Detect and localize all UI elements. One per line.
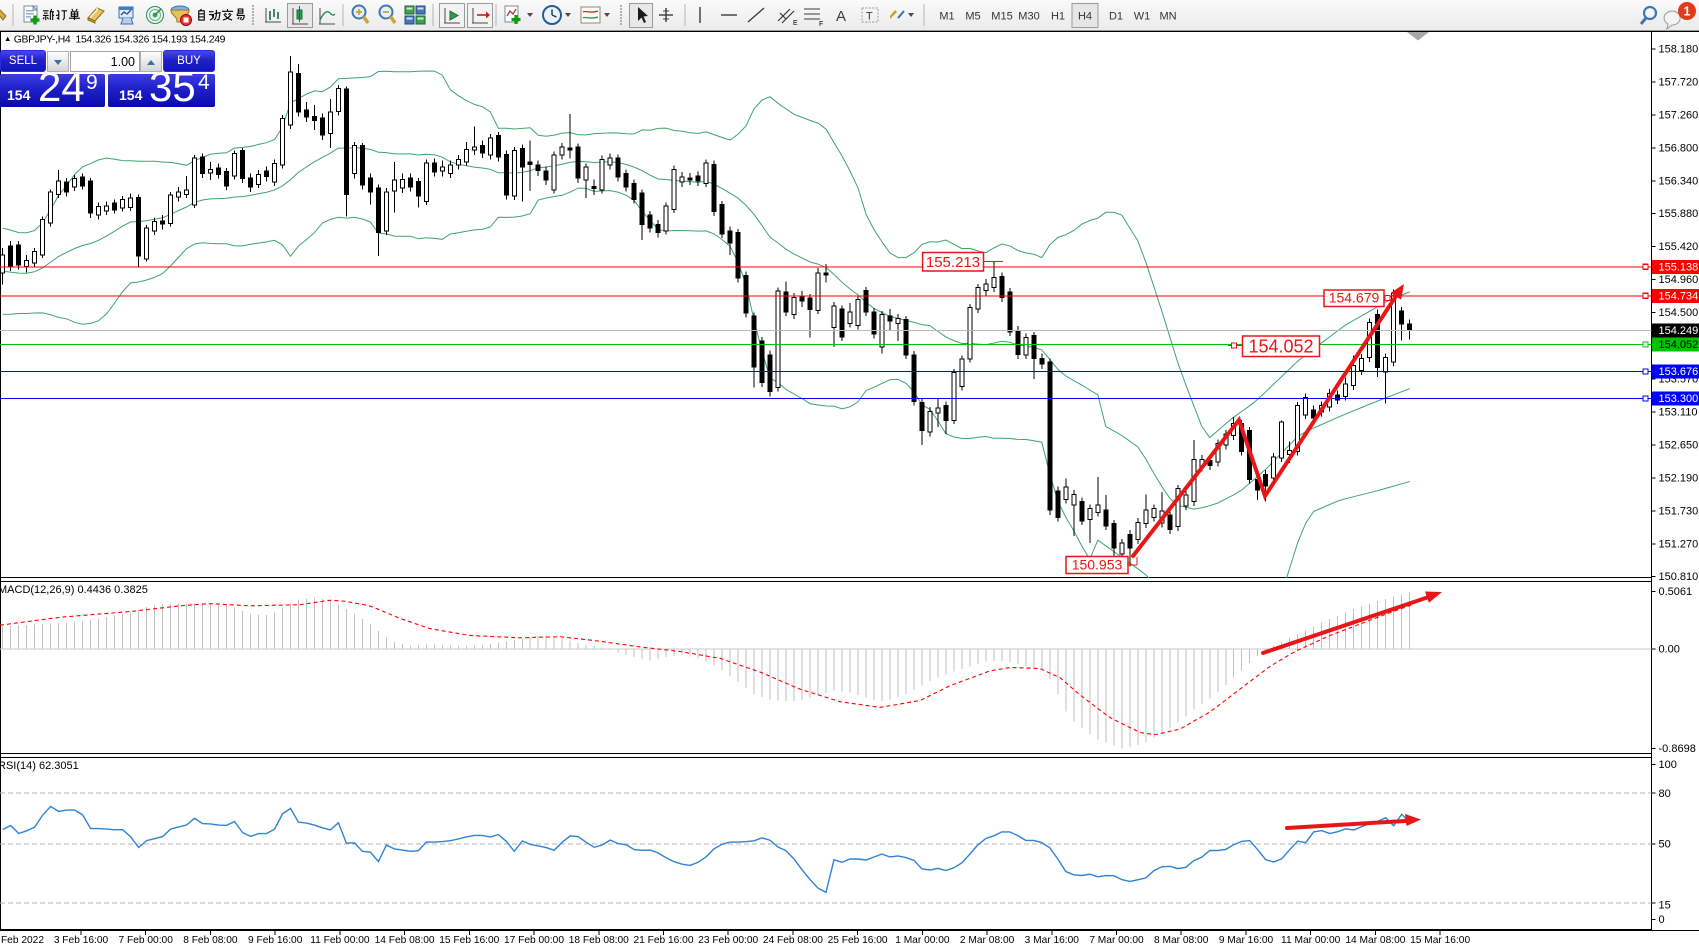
- svg-text:M5: M5: [965, 11, 980, 23]
- svg-text:15 Mar 16:00: 15 Mar 16:00: [1410, 935, 1470, 946]
- svg-text:RSI(14) 62.3051: RSI(14) 62.3051: [0, 760, 79, 772]
- svg-text:1: 1: [1684, 5, 1691, 19]
- svg-text:155.213: 155.213: [926, 254, 980, 271]
- svg-text:9 Mar 16:00: 9 Mar 16:00: [1219, 935, 1274, 946]
- svg-text:156.800: 156.800: [1659, 142, 1699, 154]
- svg-text:153.110: 153.110: [1659, 407, 1698, 419]
- svg-text:154.679: 154.679: [1329, 290, 1380, 306]
- svg-text:9 Feb 16:00: 9 Feb 16:00: [248, 935, 303, 946]
- svg-text:154.500: 154.500: [1659, 307, 1699, 319]
- svg-text:H4: H4: [1078, 11, 1092, 23]
- svg-text:M15: M15: [991, 11, 1012, 23]
- svg-text:-0.8698: -0.8698: [1659, 743, 1696, 755]
- svg-text:15: 15: [1659, 900, 1671, 912]
- svg-text:24 Feb 08:00: 24 Feb 08:00: [763, 935, 823, 946]
- svg-text:D1: D1: [1109, 11, 1123, 23]
- svg-text:1 Feb 2022: 1 Feb 2022: [0, 935, 44, 946]
- svg-text:E: E: [793, 20, 798, 27]
- svg-text:23 Feb 00:00: 23 Feb 00:00: [698, 935, 758, 946]
- svg-text:3 Feb 16:00: 3 Feb 16:00: [54, 935, 109, 946]
- svg-text:158.180: 158.180: [1659, 44, 1699, 56]
- svg-text:T: T: [866, 11, 873, 23]
- svg-text:8 Mar 08:00: 8 Mar 08:00: [1154, 935, 1209, 946]
- svg-text:3 Mar 16:00: 3 Mar 16:00: [1025, 935, 1080, 946]
- svg-text:0: 0: [1659, 914, 1665, 926]
- svg-text:157.260: 157.260: [1659, 109, 1699, 121]
- svg-text:2 Mar 08:00: 2 Mar 08:00: [960, 935, 1015, 946]
- svg-text:154.249: 154.249: [1659, 325, 1699, 337]
- svg-text:152.190: 152.190: [1659, 472, 1699, 484]
- svg-text:14 Feb 08:00: 14 Feb 08:00: [375, 935, 435, 946]
- svg-text:21 Feb 16:00: 21 Feb 16:00: [633, 935, 693, 946]
- svg-text:153.300: 153.300: [1659, 393, 1699, 405]
- svg-text:150.953: 150.953: [1072, 557, 1123, 573]
- svg-text:M1: M1: [939, 11, 954, 23]
- svg-text:H1: H1: [1051, 11, 1065, 23]
- svg-text:0.00: 0.00: [1659, 644, 1680, 656]
- svg-text:155.138: 155.138: [1659, 261, 1699, 273]
- svg-text:8 Feb 08:00: 8 Feb 08:00: [183, 935, 238, 946]
- svg-text:154.052: 154.052: [1659, 339, 1699, 351]
- svg-text:14 Mar 08:00: 14 Mar 08:00: [1345, 935, 1405, 946]
- svg-text:154.960: 154.960: [1659, 274, 1699, 286]
- svg-text:157.720: 157.720: [1659, 77, 1699, 89]
- svg-text:15 Feb 16:00: 15 Feb 16:00: [439, 935, 499, 946]
- svg-text:MN: MN: [1159, 11, 1176, 23]
- svg-text:11 Feb 00:00: 11 Feb 00:00: [310, 935, 370, 946]
- svg-text:0.5061: 0.5061: [1659, 586, 1693, 598]
- svg-text:150.810: 150.810: [1659, 571, 1699, 583]
- svg-text:A: A: [836, 8, 846, 25]
- svg-text:7 Mar 00:00: 7 Mar 00:00: [1089, 935, 1144, 946]
- svg-text:11 Mar 00:00: 11 Mar 00:00: [1281, 935, 1341, 946]
- svg-text:50: 50: [1659, 838, 1671, 850]
- svg-text:W1: W1: [1134, 11, 1151, 23]
- svg-text:154.734: 154.734: [1659, 290, 1699, 302]
- svg-text:80: 80: [1659, 788, 1671, 800]
- svg-text:151.730: 151.730: [1659, 505, 1699, 517]
- svg-text:1 Mar 00:00: 1 Mar 00:00: [895, 935, 950, 946]
- svg-text:151.270: 151.270: [1659, 538, 1699, 550]
- svg-text:17 Feb 00:00: 17 Feb 00:00: [504, 935, 564, 946]
- svg-text:152.650: 152.650: [1659, 440, 1699, 452]
- svg-text:155.880: 155.880: [1659, 208, 1699, 220]
- svg-text:100: 100: [1659, 759, 1677, 771]
- svg-text:18 Feb 08:00: 18 Feb 08:00: [569, 935, 629, 946]
- svg-text:25 Feb 16:00: 25 Feb 16:00: [828, 935, 888, 946]
- svg-text:MACD(12,26,9) 0.4436 0.3825: MACD(12,26,9) 0.4436 0.3825: [0, 584, 148, 596]
- svg-text:7 Feb 00:00: 7 Feb 00:00: [119, 935, 174, 946]
- svg-text:F: F: [819, 21, 823, 28]
- svg-text:155.420: 155.420: [1659, 241, 1699, 253]
- svg-text:M30: M30: [1018, 11, 1039, 23]
- svg-text:156.340: 156.340: [1659, 175, 1699, 187]
- svg-text:153.676: 153.676: [1659, 366, 1699, 378]
- svg-text:154.052: 154.052: [1248, 337, 1313, 357]
